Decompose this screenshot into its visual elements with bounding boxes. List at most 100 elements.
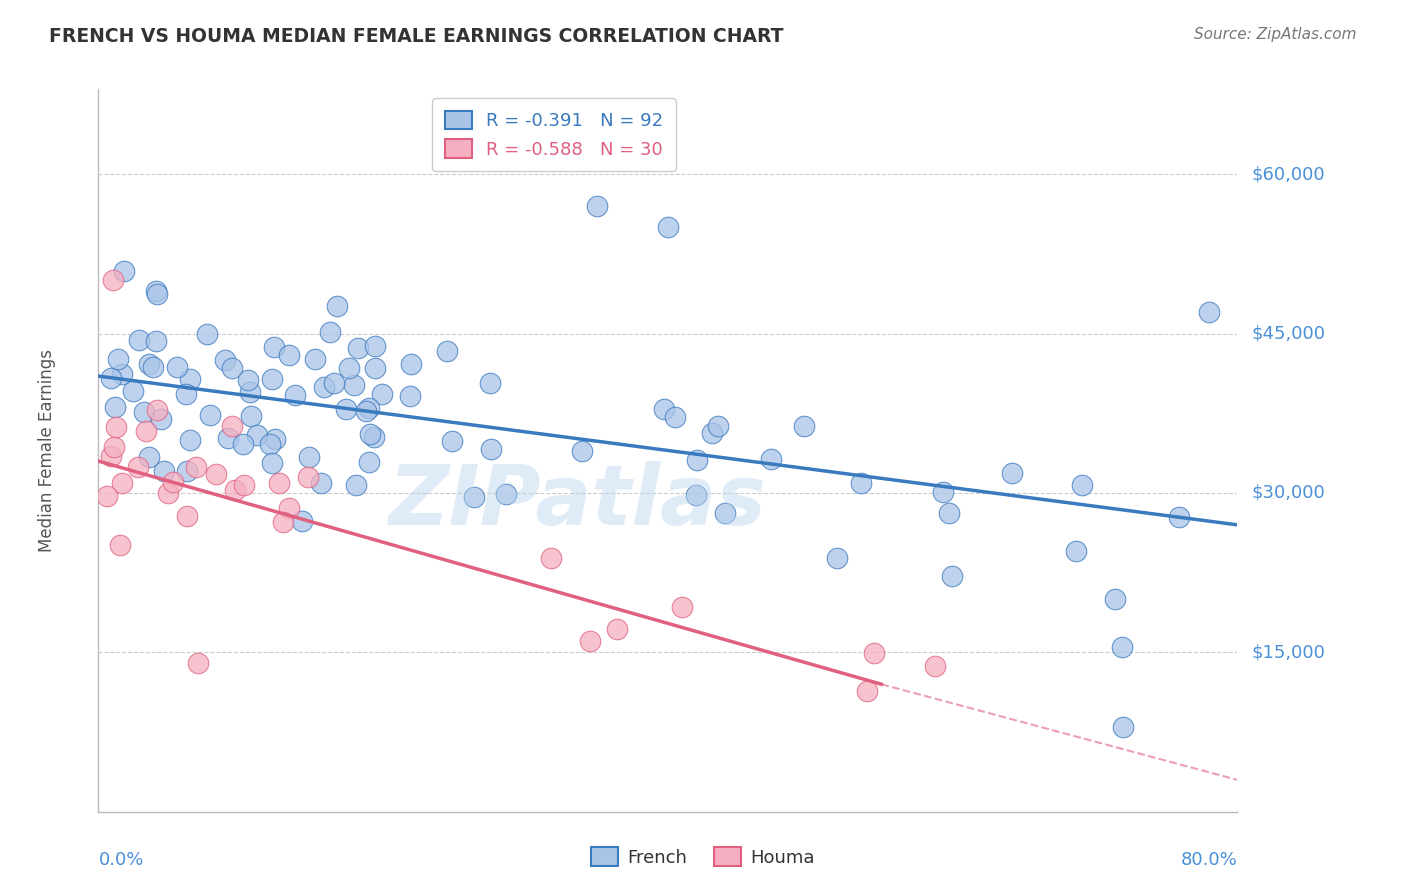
Point [707,418,730,433]
Legend: R = -0.391   N = 92, R = -0.588   N = 30: R = -0.391 N = 92, R = -0.588 N = 30 [432,98,676,171]
Point [184,459,207,474]
Point [851,475,873,490]
Point [135,424,157,438]
Point [176,387,198,401]
Point [179,372,201,386]
Point [100,449,122,463]
Point [104,400,127,414]
Point [325,299,347,313]
Point [176,464,198,478]
Point [298,450,321,464]
Point [149,412,172,426]
Point [271,515,294,529]
Point [107,351,129,366]
Point [319,326,342,340]
Point [1066,544,1088,558]
Point [121,384,143,399]
Point [478,376,501,390]
Point [856,684,879,698]
Point [671,599,693,614]
Point [540,551,562,566]
Point [278,348,301,362]
Point [364,361,387,376]
Point [357,401,380,416]
Point [103,440,125,454]
Point [347,341,370,355]
Point [440,434,463,448]
Point [105,419,128,434]
Point [100,371,122,385]
Point [343,378,366,392]
Point [359,426,381,441]
Point [1104,592,1126,607]
Point [263,340,285,354]
Point [233,477,256,491]
Point [924,659,946,673]
Point [198,408,221,422]
Point [187,656,209,670]
Point [128,333,150,347]
Point [323,376,346,390]
Point [941,569,963,583]
Point [111,367,134,381]
Point [657,220,679,235]
Point [238,373,260,387]
Point [134,405,156,419]
Point [585,199,607,213]
Point [221,360,243,375]
Point [176,508,198,523]
Text: Source: ZipAtlas.com: Source: ZipAtlas.com [1194,27,1357,42]
Point [153,464,176,478]
Point [240,409,263,423]
Point [142,359,165,374]
Text: $60,000: $60,000 [1251,165,1324,183]
Point [179,434,201,448]
Point [108,538,131,552]
Point [371,387,394,401]
Point [359,455,381,469]
Point [363,430,385,444]
Point [112,263,135,277]
Point [606,622,628,636]
Point [652,401,675,416]
Point [337,361,360,376]
Point [399,357,422,371]
Point [96,489,118,503]
Point [111,476,134,491]
Point [664,410,686,425]
Point [1001,466,1024,480]
Point [304,351,326,366]
Point [827,550,849,565]
Point [221,419,243,434]
Point [291,514,314,528]
Point [284,388,307,402]
Text: ZIPatlas: ZIPatlas [388,460,766,541]
Point [146,287,169,301]
Point [267,475,290,490]
Point [1111,640,1133,655]
Point [138,450,160,464]
Point [166,360,188,375]
Point [463,490,485,504]
Point [157,486,180,500]
Point [685,488,707,502]
Point [232,437,254,451]
Point [863,646,886,660]
Point [217,432,239,446]
Point [1167,509,1189,524]
Point [145,334,167,349]
Point [214,353,236,368]
Text: $15,000: $15,000 [1251,643,1324,661]
Point [312,380,335,394]
Point [259,437,281,451]
Point [146,403,169,417]
Point [264,432,287,446]
Text: $45,000: $45,000 [1251,325,1326,343]
Text: $30,000: $30,000 [1251,484,1324,502]
Point [344,478,367,492]
Point [101,273,124,287]
Point [145,284,167,298]
Point [761,451,783,466]
Point [363,339,385,353]
Point [495,486,517,500]
